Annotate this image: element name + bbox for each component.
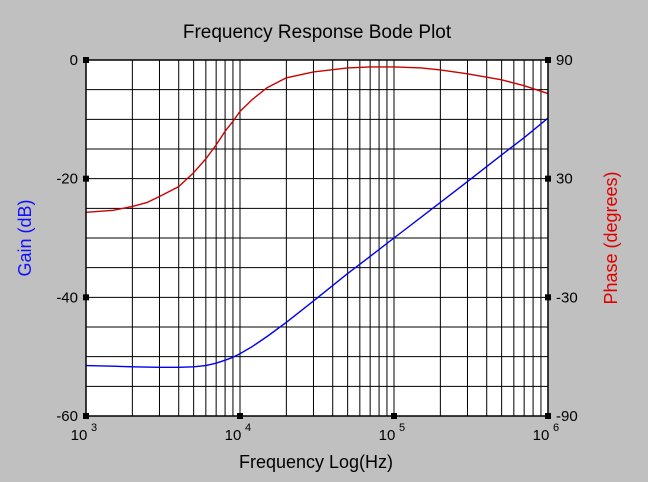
x-tick-exponent: 3 [91,422,97,434]
grid-lines [86,60,548,416]
chart-title: Frequency Response Bode Plot [183,22,452,43]
y2-tick-label: -90 [556,408,578,425]
y-tick-marker [83,57,89,63]
x-tick-marker [237,413,243,419]
x-tick-marker [83,413,89,419]
y-tick-label: -40 [56,289,78,306]
y-tick-marker [83,294,89,301]
y2-tick-marker [545,294,551,301]
x-axis-label: Frequency Log(Hz) [239,452,393,472]
y-axis-right-label: Phase (degrees) [601,171,621,304]
y-tick-label: 0 [70,52,78,69]
series-lines [85,66,549,368]
x-axis: 10 3 10 4 10 5 10 6 [71,413,559,444]
y-axis-left-label: Gain (dB) [15,199,35,276]
y-tick-marker [83,175,89,182]
y2-tick-marker [545,175,551,182]
y-axis-left: 0 -20 -40 -60 [56,52,89,425]
y-axis-right: 90 30 -30 -90 [545,52,578,425]
y-tick-label: -60 [56,408,78,425]
x-tick-base: 10 [533,427,550,444]
plot-frame [85,59,549,417]
x-tick-exponent: 5 [399,422,405,434]
phase-series-line [85,66,549,213]
x-tick-exponent: 6 [553,422,559,434]
x-tick-base: 10 [71,427,88,444]
x-tick-base: 10 [225,427,242,444]
y-tick-label: -20 [56,171,78,188]
x-tick-exponent: 4 [245,422,251,434]
x-tick-marker [545,413,551,419]
gain-series-line [85,117,549,368]
y2-tick-label: 90 [556,52,573,69]
y2-tick-label: 30 [556,171,573,188]
y2-tick-label: -30 [556,289,578,306]
x-tick-marker [391,413,397,419]
y2-tick-marker [545,57,551,63]
x-tick-base: 10 [379,427,396,444]
